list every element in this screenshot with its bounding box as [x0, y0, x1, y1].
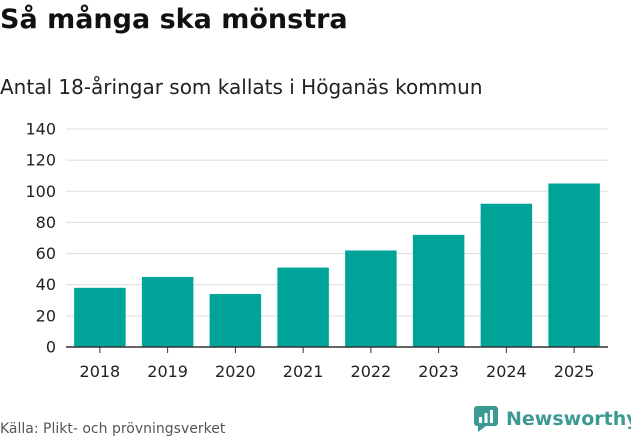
bar — [345, 250, 397, 347]
bar — [548, 183, 600, 347]
newsworthy-logo-icon — [474, 406, 498, 432]
bar — [141, 276, 194, 347]
chart-subtitle: Antal 18-åringar som kallats i Höganäs k… — [0, 75, 483, 99]
brand-logo: Newsworthy — [474, 406, 631, 432]
bar — [412, 234, 465, 347]
bar — [277, 267, 329, 347]
y-tick-label: 80 — [36, 213, 56, 232]
x-tick-label: 2025 — [554, 362, 595, 381]
x-tick-label: 2018 — [80, 362, 121, 381]
x-tick-label: 2019 — [147, 362, 188, 381]
y-tick-label: 100 — [25, 182, 56, 201]
bar — [209, 294, 262, 347]
bar — [480, 203, 533, 347]
brand-name: Newsworthy — [506, 408, 631, 430]
y-tick-label: 60 — [36, 244, 56, 263]
bar — [74, 287, 126, 347]
y-tick-label: 0 — [46, 338, 56, 357]
y-tick-label: 140 — [25, 120, 56, 139]
x-tick-label: 2022 — [351, 362, 392, 381]
x-tick-label: 2023 — [418, 362, 459, 381]
y-tick-label: 120 — [25, 151, 56, 170]
chart-title: Så många ska mönstra — [0, 4, 348, 35]
y-tick-label: 20 — [36, 306, 56, 325]
x-tick-label: 2021 — [283, 362, 324, 381]
source-note: Källa: Plikt- och prövningsverket — [0, 421, 226, 437]
x-tick-label: 2024 — [486, 362, 527, 381]
y-tick-label: 40 — [36, 275, 56, 294]
x-tick-label: 2020 — [215, 362, 256, 381]
